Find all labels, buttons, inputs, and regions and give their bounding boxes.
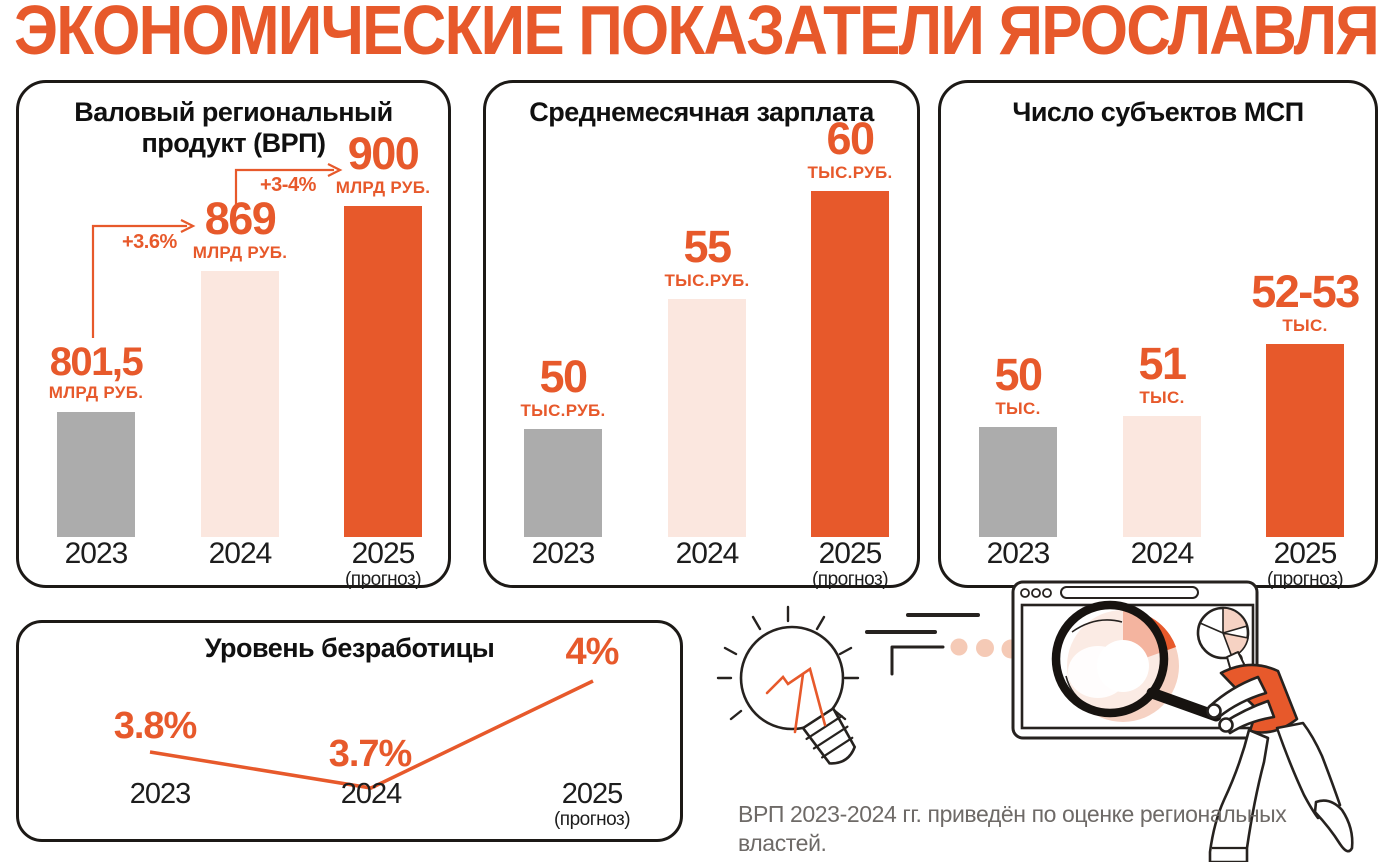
panel-title: Валовый региональный продукт (ВРП)	[19, 97, 448, 160]
point-label: 4%	[565, 631, 620, 673]
year-label: 2024	[1130, 537, 1195, 570]
bar-2023	[524, 429, 602, 537]
window-content	[1020, 603, 1255, 730]
bar-value-label: 60 ТЫС.РУБ.	[807, 113, 893, 182]
person-arms	[1206, 675, 1276, 735]
footnote-line: Прогноз на 2025 г. – на основании регион…	[738, 858, 1338, 862]
bar-value-label: 52-53 ТЫС.	[1251, 266, 1360, 335]
year-label: 2025 (прогноз)	[1220, 537, 1390, 590]
magnifier-icon	[1051, 600, 1222, 722]
page-title: ЭКОНОМИЧЕСКИЕ ПОКАЗАТЕЛИ ЯРОСЛАВЛЯ	[14, 0, 1378, 64]
panel-title: Уровень безработицы	[204, 633, 495, 663]
forecast-note: (прогноз)	[344, 569, 422, 591]
point-label: 3.8%	[113, 705, 198, 747]
panel-title: Число субъектов МСП	[1012, 97, 1304, 127]
hand	[1218, 717, 1234, 733]
bar-value-label: 50 ТЫС.РУБ.	[520, 351, 606, 420]
window-controls	[1020, 588, 1052, 598]
bar-2023	[979, 427, 1057, 537]
head	[1196, 606, 1250, 660]
year-label: 2023	[129, 778, 192, 810]
bar-2025	[344, 206, 422, 537]
panel-average-salary: Среднемесячная зарплата 50 ТЫС.РУБ. 55 Т…	[483, 80, 920, 590]
panel-title: Среднемесячная зарплата	[529, 97, 874, 127]
year-label: 2024	[208, 537, 273, 570]
year-label: 2025 (прогноз)	[507, 778, 677, 830]
donut-chart-icon	[1067, 609, 1179, 722]
footnote-line: ВРП 2023-2024 гг. приведён по оценке рег…	[738, 801, 1287, 856]
browser-window-icon	[1011, 580, 1259, 740]
shirt	[1219, 663, 1299, 734]
year-label: 2025 (прогноз)	[765, 537, 935, 590]
forecast-note: (прогноз)	[811, 569, 889, 591]
bar-2024	[668, 299, 746, 537]
forecast-note: (прогноз)	[1266, 569, 1344, 591]
point-label: 3.7%	[328, 733, 413, 775]
title-bar: ЭКОНОМИЧЕСКИЕ ПОКАЗАТЕЛИ ЯРОСЛАВЛЯ	[14, 0, 1380, 64]
panel-sme-count: Число субъектов МСП 50 ТЫС. 51 ТЫС. 52-5…	[938, 80, 1378, 590]
address-bar	[1060, 586, 1199, 599]
peach-dots	[950, 638, 1021, 659]
growth-arrows	[91, 163, 343, 338]
bar-value-label: 55 ТЫС.РУБ.	[664, 221, 750, 290]
panel-gross-regional-product: Валовый региональный продукт (ВРП) +3.6%…	[16, 80, 451, 590]
bar-2023	[57, 412, 135, 537]
footnote: ВРП 2023-2024 гг. приведён по оценке рег…	[738, 800, 1338, 862]
forecast-note: (прогноз)	[553, 809, 631, 831]
bar-2025	[1266, 344, 1344, 537]
unemployment-line-chart	[149, 679, 594, 790]
year-label: 2023	[64, 537, 129, 570]
growth-label: +3-4%	[260, 174, 316, 196]
bar-2025	[811, 191, 889, 537]
growth-label: +3.6%	[122, 231, 177, 253]
hair	[1230, 652, 1244, 665]
year-label: 2025 (прогноз)	[298, 537, 468, 590]
bar-2024	[201, 271, 279, 537]
year-label: 2024	[675, 537, 740, 570]
bar-value-label: 801,5 МЛРД РУБ.	[48, 340, 144, 402]
hand	[1206, 703, 1222, 719]
bar-value-label: 869 МЛРД РУБ.	[192, 193, 288, 262]
speed-lines	[865, 613, 980, 676]
magnifier-handle	[1146, 687, 1222, 722]
bar-value-label: 900 МЛРД РУБ.	[335, 128, 431, 197]
year-label: 2023	[986, 537, 1051, 570]
bar-value-label: 50 ТЫС.	[994, 349, 1043, 418]
panel-title-line: продукт (ВРП)	[141, 128, 326, 159]
bar-value-label: 51 ТЫС.	[1138, 338, 1187, 407]
year-label: 2023	[531, 537, 596, 570]
bar-2024	[1123, 416, 1201, 537]
panel-title-line: Валовый региональный	[74, 97, 393, 127]
year-label: 2024	[340, 778, 403, 810]
panel-unemployment-rate: Уровень безработицы 3.8% 3.7% 4% 2023 20…	[16, 620, 683, 842]
lightbulb-icon	[716, 605, 860, 765]
